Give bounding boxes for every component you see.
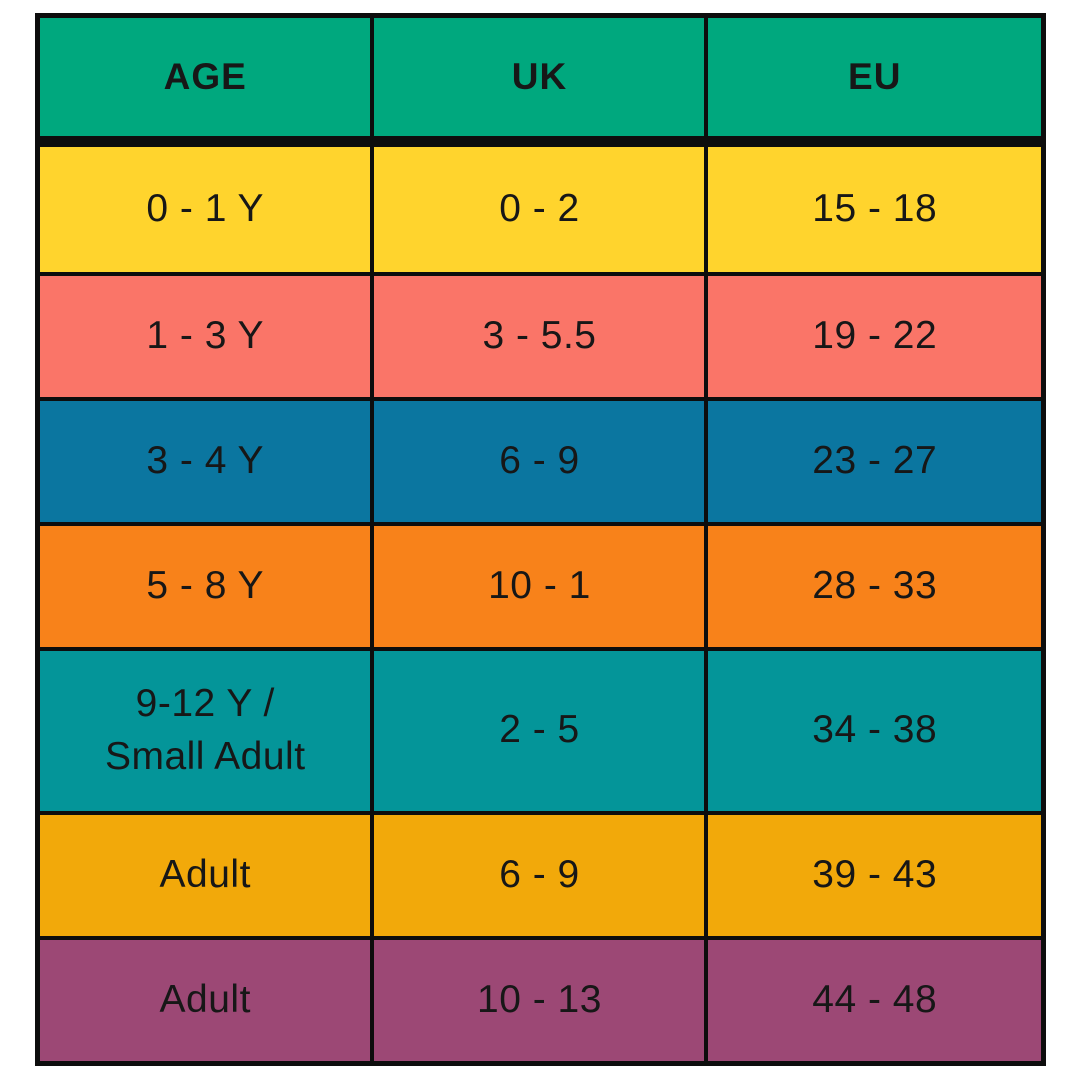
table-row: 1 - 3 Y 3 - 5.5 19 - 22 [35,272,1046,401]
uk-cell: 10 - 13 [370,935,709,1066]
uk-cell: 6 - 9 [370,810,709,940]
table-row: Adult 10 - 13 44 - 48 [35,935,1046,1066]
table-row: 5 - 8 Y 10 - 1 28 - 33 [35,521,1046,651]
age-cell: 1 - 3 Y [35,272,375,401]
age-cell: 9-12 Y / Small Adult [35,646,375,815]
eu-cell: 19 - 22 [704,272,1046,401]
header-eu: EU [704,13,1046,147]
uk-cell: 3 - 5.5 [370,272,709,401]
uk-cell: 0 - 2 [370,139,709,277]
table-row: 0 - 1 Y 0 - 2 15 - 18 [35,139,1046,277]
age-cell: Adult [35,935,375,1066]
eu-cell: 15 - 18 [704,139,1046,277]
header-uk: UK [370,13,709,147]
uk-cell: 6 - 9 [370,396,709,526]
eu-cell: 39 - 43 [704,810,1046,940]
header-row: AGE UK EU [35,13,1046,147]
age-cell: 3 - 4 Y [35,396,375,526]
header-age: AGE [35,13,375,147]
table-row: 3 - 4 Y 6 - 9 23 - 27 [35,396,1046,526]
table-row: Adult 6 - 9 39 - 43 [35,810,1046,940]
uk-cell: 10 - 1 [370,521,709,651]
table-row: 9-12 Y / Small Adult 2 - 5 34 - 38 [35,646,1046,815]
age-cell: 5 - 8 Y [35,521,375,651]
eu-cell: 28 - 33 [704,521,1046,651]
eu-cell: 23 - 27 [704,396,1046,526]
size-chart-body: 0 - 1 Y 0 - 2 15 - 18 1 - 3 Y 3 - 5.5 19… [35,139,1046,1066]
age-cell: Adult [35,810,375,940]
size-chart-table: AGE UK EU 0 - 1 Y 0 - 2 15 - 18 1 - 3 Y … [35,13,1046,1066]
age-cell: 0 - 1 Y [35,139,375,277]
eu-cell: 44 - 48 [704,935,1046,1066]
uk-cell: 2 - 5 [370,646,709,815]
eu-cell: 34 - 38 [704,646,1046,815]
